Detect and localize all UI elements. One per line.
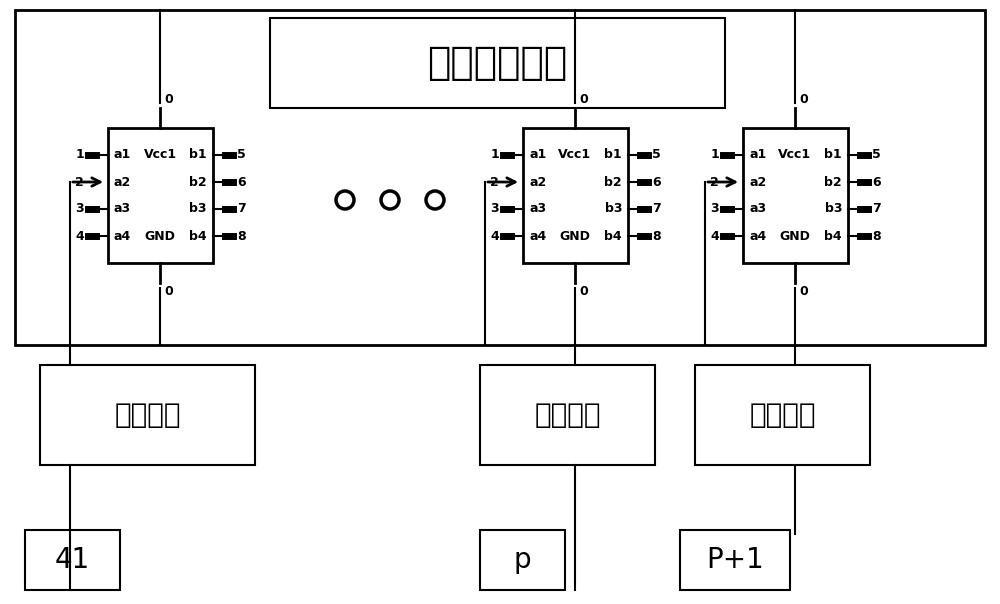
Text: 5: 5: [237, 149, 246, 161]
Text: a3: a3: [749, 202, 766, 216]
Bar: [40, 365, 255, 465]
Text: 3: 3: [490, 202, 499, 216]
Text: 3: 3: [75, 202, 84, 216]
Text: a1: a1: [114, 149, 131, 161]
Text: b2: b2: [824, 176, 842, 188]
Text: b3: b3: [604, 202, 622, 216]
Text: b4: b4: [604, 230, 622, 242]
Text: 0: 0: [164, 93, 173, 106]
Text: 6: 6: [652, 176, 661, 188]
Text: 7: 7: [237, 202, 246, 216]
Text: b2: b2: [189, 176, 207, 188]
Text: b4: b4: [824, 230, 842, 242]
Text: Vcc1: Vcc1: [143, 149, 177, 161]
Text: a2: a2: [529, 176, 546, 188]
Text: 41: 41: [55, 546, 90, 574]
Bar: [480, 530, 565, 590]
Text: 4: 4: [490, 230, 499, 242]
Text: 4: 4: [710, 230, 719, 242]
Text: 智能控制单元: 智能控制单元: [427, 44, 568, 82]
Text: 3: 3: [710, 202, 719, 216]
Text: b1: b1: [189, 149, 207, 161]
Text: 7: 7: [652, 202, 661, 216]
Text: 5: 5: [872, 149, 881, 161]
Text: 2: 2: [75, 176, 84, 188]
Text: 6: 6: [237, 176, 246, 188]
Bar: [523, 128, 628, 263]
Bar: [480, 365, 655, 465]
Text: Vcc1: Vcc1: [778, 149, 812, 161]
Text: 通讯线缆: 通讯线缆: [114, 401, 181, 429]
Text: a1: a1: [749, 149, 766, 161]
Text: a1: a1: [529, 149, 546, 161]
Text: 通讯线缆: 通讯线缆: [534, 401, 601, 429]
Text: a3: a3: [114, 202, 131, 216]
Text: 8: 8: [652, 230, 661, 242]
Bar: [25, 530, 120, 590]
Text: P+1: P+1: [706, 546, 764, 574]
Text: a2: a2: [114, 176, 131, 188]
Bar: [695, 365, 870, 465]
Text: 0: 0: [579, 285, 588, 298]
Bar: [108, 128, 213, 263]
Text: 0: 0: [799, 285, 808, 298]
Text: a3: a3: [529, 202, 546, 216]
Text: a2: a2: [749, 176, 766, 188]
Text: GND: GND: [145, 230, 175, 242]
Text: 6: 6: [872, 176, 881, 188]
Bar: [680, 530, 790, 590]
Text: 0: 0: [799, 93, 808, 106]
Text: 0: 0: [164, 285, 173, 298]
Text: a4: a4: [749, 230, 766, 242]
Text: b1: b1: [604, 149, 622, 161]
Bar: [743, 128, 848, 263]
Text: 1: 1: [75, 149, 84, 161]
Text: b3: b3: [824, 202, 842, 216]
Text: 1: 1: [490, 149, 499, 161]
Text: 8: 8: [872, 230, 881, 242]
Text: 4: 4: [75, 230, 84, 242]
Text: 7: 7: [872, 202, 881, 216]
Text: p: p: [514, 546, 531, 574]
Bar: [270, 18, 725, 108]
Text: 2: 2: [490, 176, 499, 188]
Text: 8: 8: [237, 230, 246, 242]
Text: b4: b4: [189, 230, 207, 242]
Text: 0: 0: [579, 93, 588, 106]
Text: 2: 2: [710, 176, 719, 188]
Text: 通讯线缆: 通讯线缆: [749, 401, 816, 429]
Text: Vcc1: Vcc1: [558, 149, 592, 161]
Text: a4: a4: [529, 230, 546, 242]
Bar: [15, 10, 985, 345]
Text: a4: a4: [114, 230, 131, 242]
Text: b1: b1: [824, 149, 842, 161]
Text: b3: b3: [190, 202, 207, 216]
Text: GND: GND: [780, 230, 810, 242]
Text: b2: b2: [604, 176, 622, 188]
Text: 1: 1: [710, 149, 719, 161]
Text: GND: GND: [560, 230, 590, 242]
Text: 5: 5: [652, 149, 661, 161]
